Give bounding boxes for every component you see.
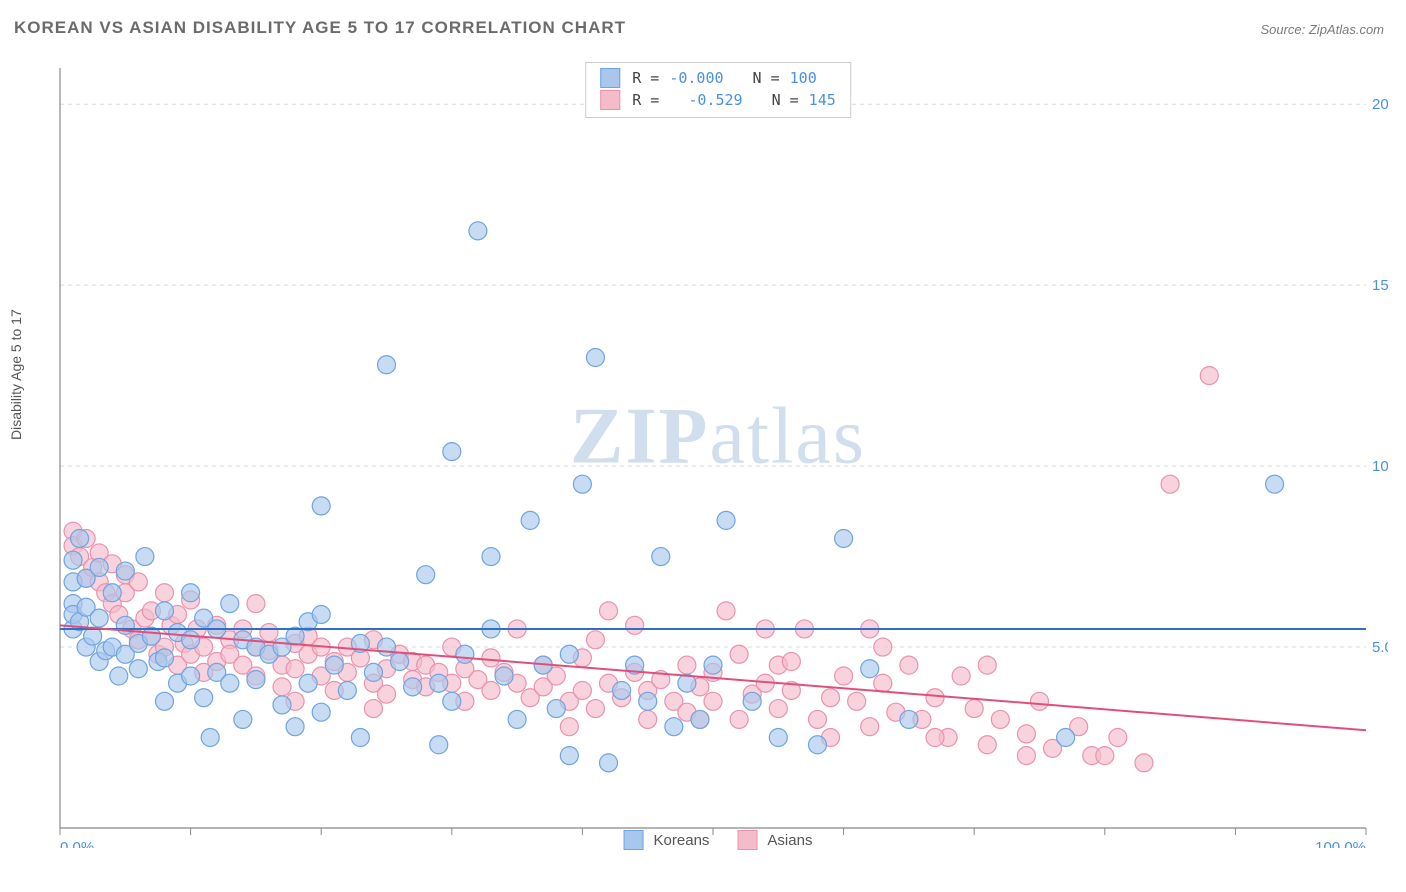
series-legend: Koreans Asians	[624, 830, 813, 850]
n-value-koreans: 100	[790, 67, 817, 89]
chart-title: KOREAN VS ASIAN DISABILITY AGE 5 TO 17 C…	[14, 18, 626, 38]
legend-item-koreans: Koreans	[624, 830, 710, 850]
legend-item-asians: Asians	[737, 830, 812, 850]
r-value-asians: -0.529	[688, 89, 742, 111]
swatch-asians	[600, 90, 620, 110]
n-label: N =	[772, 89, 799, 111]
r-label: R =	[632, 89, 659, 111]
svg-text:10.0%: 10.0%	[1372, 458, 1388, 475]
legend-label-koreans: Koreans	[654, 832, 710, 849]
svg-text:5.0%: 5.0%	[1372, 639, 1388, 656]
legend-row-asians: R = -0.529 N = 145	[600, 89, 836, 111]
legend-label-asians: Asians	[767, 832, 812, 849]
r-value-koreans: -0.000	[669, 67, 723, 89]
svg-text:0.0%: 0.0%	[60, 839, 94, 848]
n-label: N =	[753, 67, 780, 89]
legend-row-koreans: R = -0.000 N = 100	[600, 67, 836, 89]
y-axis-label: Disability Age 5 to 17	[8, 309, 24, 440]
scatter-plot: 5.0% 10.0% 15.0% 20.0% 0.0% 100.0%	[48, 58, 1388, 848]
swatch-koreans	[624, 830, 644, 850]
correlation-legend: R = -0.000 N = 100 R = -0.529 N = 145	[585, 62, 851, 118]
svg-text:100.0%: 100.0%	[1315, 839, 1366, 848]
svg-text:20.0%: 20.0%	[1372, 96, 1388, 113]
swatch-koreans	[600, 68, 620, 88]
n-value-asians: 145	[809, 89, 836, 111]
plot-container: 5.0%10.0%15.0%20.0%0.0%100.0% ZIPatlas R…	[48, 58, 1388, 848]
svg-text:15.0%: 15.0%	[1372, 277, 1388, 294]
swatch-asians	[737, 830, 757, 850]
r-label: R =	[632, 67, 659, 89]
source-attribution: Source: ZipAtlas.com	[1260, 22, 1384, 37]
